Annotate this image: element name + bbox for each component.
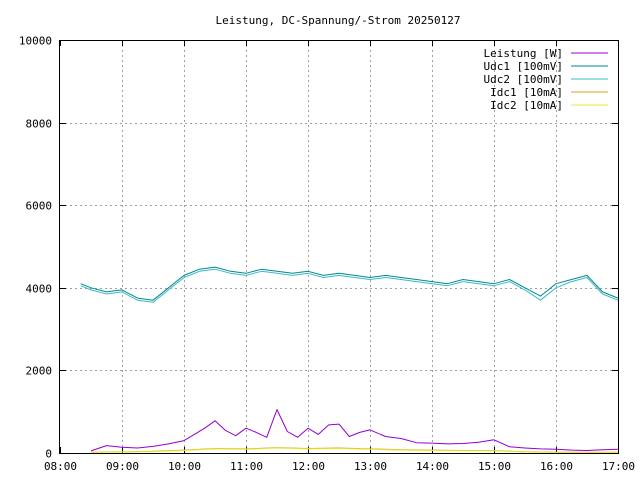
x-tick-label: 08:00 xyxy=(44,460,77,473)
legend: Leistung [W]Udc1 [100mV]Udc2 [100mV]Idc1… xyxy=(484,47,608,112)
legend-label: Udc1 [100mV] xyxy=(484,60,563,73)
x-tick-label: 09:00 xyxy=(106,460,139,473)
y-tick-label: 0 xyxy=(45,448,52,461)
x-tick-label: 12:00 xyxy=(292,460,325,473)
legend-label: Leistung [W] xyxy=(484,47,563,60)
legend-label: Udc2 [100mV] xyxy=(484,73,563,86)
plot-frame xyxy=(59,40,619,454)
x-tick-label: 15:00 xyxy=(478,460,511,473)
series-line-1 xyxy=(80,266,619,301)
x-tick-labels: 08:00 09:00 10:00 11:00 12:00 13:00 14:00 15:00… xyxy=(44,460,635,473)
legend-label: Idc2 [10mA] xyxy=(490,99,563,112)
x-tick-label: 16:00 xyxy=(540,460,573,473)
y-tick-label: 2000 xyxy=(26,365,53,378)
series-line-0 xyxy=(90,409,619,452)
y-tick-label: 6000 xyxy=(26,200,53,213)
chart-title: Leistung, DC-Spannung/-Strom 20250127 xyxy=(215,14,460,27)
x-tick-label: 10:00 xyxy=(168,460,201,473)
legend-label: Idc1 [10mA] xyxy=(490,86,563,99)
x-tick-label: 13:00 xyxy=(354,460,387,473)
x-tick-label: 14:00 xyxy=(416,460,449,473)
series-layer xyxy=(80,266,619,453)
y-tick-label: 8000 xyxy=(26,118,53,131)
y-tick-label: 10000 xyxy=(19,35,52,48)
y-tick-labels: 0 2000 4000 6000 8000 10000 xyxy=(19,35,52,461)
x-tick-label: 11:00 xyxy=(230,460,263,473)
series-line-4 xyxy=(90,447,618,453)
y-tick-label: 4000 xyxy=(26,283,53,296)
x-tick-label: 17:00 xyxy=(602,460,635,473)
grid-layer xyxy=(60,40,619,454)
series-line-2 xyxy=(80,268,619,303)
